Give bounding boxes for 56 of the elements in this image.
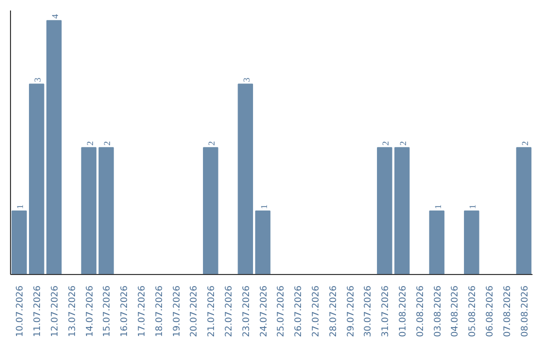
- x-tick-label: 15.07.2026: [102, 285, 113, 338]
- x-tick-label: 08.08.2026: [520, 285, 530, 338]
- x-tick-label: 29.07.2026: [346, 285, 356, 338]
- x-tick-label: 19.07.2026: [172, 285, 182, 338]
- x-tick-label: 22.07.2026: [224, 285, 234, 338]
- data-label: 1: [468, 204, 478, 210]
- x-tick-label: 04.08.2026: [450, 285, 461, 338]
- bar: [255, 210, 270, 274]
- bar: [81, 147, 96, 274]
- bar: [376, 147, 392, 274]
- x-tick-label: 05.08.2026: [468, 285, 478, 338]
- x-tick-label: 21.07.2026: [207, 285, 218, 338]
- data-label: 3: [241, 77, 252, 82]
- data-label: 2: [102, 141, 112, 146]
- bar: [429, 210, 444, 274]
- data-label: 2: [520, 141, 530, 146]
- x-tick-label: 20.07.2026: [190, 285, 200, 338]
- data-label: 2: [380, 141, 391, 146]
- x-tick-label: 18.07.2026: [154, 285, 165, 338]
- x-tick-label: 17.07.2026: [138, 285, 148, 338]
- x-tick-label: 26.07.2026: [294, 285, 304, 338]
- x-tick-label: 12.07.2026: [50, 285, 60, 338]
- data-label: 2: [398, 141, 408, 146]
- data-label: 2: [206, 141, 217, 146]
- bar: [394, 147, 410, 274]
- bar: [12, 210, 27, 274]
- data-label: 1: [15, 204, 26, 210]
- bar: [202, 147, 218, 274]
- x-tick-label: 14.07.2026: [85, 285, 96, 338]
- data-label: 1: [432, 204, 443, 210]
- x-tick-label: 31.07.2026: [381, 285, 392, 338]
- bar: [46, 20, 62, 274]
- bar: [98, 147, 114, 274]
- data-label: 3: [32, 77, 43, 82]
- x-tick-label: 01.08.2026: [398, 285, 408, 338]
- x-tick-label: 10.07.2026: [16, 285, 26, 338]
- data-label: 4: [50, 14, 60, 19]
- data-label: 1: [258, 204, 269, 210]
- bar: [464, 210, 480, 274]
- x-tick-label: 02.08.2026: [416, 285, 426, 338]
- bar: [238, 84, 254, 274]
- x-tick-label: 23.07.2026: [242, 285, 252, 338]
- x-tick-label: 30.07.2026: [364, 285, 374, 338]
- x-tick-label: 11.07.2026: [33, 285, 44, 338]
- x-tick-label: 13.07.2026: [68, 285, 78, 338]
- x-tick-label: 16.07.2026: [120, 285, 130, 338]
- x-tick-label: 03.08.2026: [433, 285, 444, 338]
- bar: [28, 84, 44, 274]
- x-tick-label: 24.07.2026: [259, 285, 270, 338]
- x-tick-label: 07.08.2026: [502, 285, 513, 338]
- x-tick-label: 06.08.2026: [486, 285, 496, 338]
- bar: [516, 147, 532, 274]
- x-tick-label: 25.07.2026: [276, 285, 287, 338]
- data-label: 2: [84, 141, 95, 146]
- x-tick-label: 27.07.2026: [312, 285, 322, 338]
- x-tick-label: 28.07.2026: [328, 285, 339, 338]
